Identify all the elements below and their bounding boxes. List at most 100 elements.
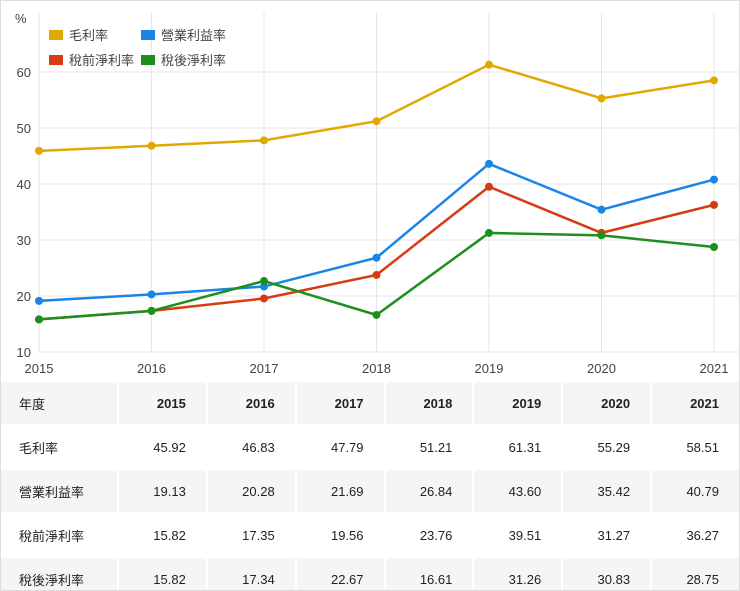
data-point [147, 290, 156, 299]
data-point [372, 253, 381, 262]
table-cell: 58.51 [650, 424, 739, 470]
data-point [597, 94, 606, 103]
row-label: 稅後淨利率 [1, 556, 119, 590]
data-point [710, 175, 718, 184]
table-cell: 46.83 [206, 424, 297, 470]
table-header-row: 年度 2015 2016 2017 2018 2019 2020 2021 [1, 380, 739, 426]
x-tick-label: 2020 [587, 361, 616, 376]
x-tick-label: 2021 [700, 361, 729, 376]
x-tick-label: 2019 [475, 361, 504, 376]
data-point [485, 159, 493, 168]
table-row: 稅後淨利率 15.82 17.34 22.67 16.61 31.26 30.83 28.75 [1, 556, 739, 590]
data-point [147, 306, 156, 315]
table-cell: 19.13 [117, 468, 208, 514]
data-point [35, 315, 43, 324]
legend: 毛利率 營業利益率稅前淨利率 稅後淨利率 [49, 25, 251, 69]
table-cell: 51.21 [384, 424, 475, 470]
table-cell: 23.76 [384, 512, 475, 558]
table-cell: 45.92 [117, 424, 208, 470]
data-point [710, 76, 718, 85]
table-cell: 28.75 [650, 556, 739, 590]
legend-label: 毛利率 [69, 28, 109, 43]
legend-item[interactable]: 稅前淨利率 [49, 50, 141, 69]
y-tick-label: 10 [17, 345, 31, 360]
table-cell: 47.79 [295, 424, 386, 470]
column-header: 2020 [561, 380, 653, 426]
legend-item[interactable]: 營業利益率 [141, 25, 251, 44]
data-point [372, 310, 381, 319]
row-label: 毛利率 [1, 424, 119, 470]
data-point [260, 282, 268, 291]
table-cell: 40.79 [650, 468, 739, 514]
table-cell: 35.42 [561, 468, 653, 514]
column-header: 年度 [1, 380, 119, 426]
data-point [485, 228, 493, 237]
table-cell: 61.31 [472, 424, 564, 470]
table-cell: 22.67 [295, 556, 386, 590]
column-header: 2021 [650, 380, 739, 426]
table-cell: 15.82 [117, 512, 208, 558]
column-header: 2016 [206, 380, 297, 426]
table-cell: 20.28 [206, 468, 297, 514]
x-tick-label: 2015 [25, 361, 54, 376]
legend-label: 稅後淨利率 [161, 53, 227, 68]
data-point [485, 182, 493, 191]
table-cell: 17.35 [206, 512, 297, 558]
table-cell: 16.61 [384, 556, 475, 590]
table-cell: 43.60 [472, 468, 564, 514]
legend-swatch [141, 54, 155, 65]
data-point [597, 231, 606, 240]
table-cell: 26.84 [384, 468, 475, 514]
data-table: 年度 2015 2016 2017 2018 2019 2020 2021 毛利率 45.92 46… [1, 380, 739, 590]
data-point [260, 277, 268, 286]
data-point [260, 294, 268, 303]
table-cell: 30.83 [561, 556, 653, 590]
data-point [485, 60, 493, 69]
data-point [35, 146, 43, 155]
legend-label: 營業利益率 [161, 28, 227, 43]
y-tick-label: 20 [17, 289, 31, 304]
x-tick-label: 2018 [362, 361, 391, 376]
column-header: 2015 [117, 380, 208, 426]
legend-item[interactable]: 稅後淨利率 [141, 50, 251, 69]
legend-swatch [141, 29, 155, 40]
table-cell: 55.29 [561, 424, 653, 470]
table-cell: 31.27 [561, 512, 653, 558]
table-cell: 15.82 [117, 556, 208, 590]
legend-swatch [49, 54, 63, 65]
table-cell: 36.27 [650, 512, 739, 558]
data-point [35, 296, 43, 305]
y-tick-label: 30 [17, 233, 31, 248]
table-row: 毛利率 45.92 46.83 47.79 51.21 61.31 55.29 58.51 [1, 424, 739, 470]
data-point [597, 205, 606, 214]
data-point [372, 117, 381, 126]
data-point [260, 136, 268, 145]
data-point [710, 243, 718, 251]
line-chart: 10 20 30 40 50 60% 2015 2016 2017 2018 2019 2020 202… [15, 11, 739, 376]
table-cell: 31.26 [472, 556, 564, 590]
data-point [147, 141, 156, 150]
column-header: 2017 [295, 380, 386, 426]
table-row: 營業利益率 19.13 20.28 21.69 26.84 43.60 35.42 40.79 [1, 468, 739, 514]
table-row: 稅前淨利率 15.82 17.35 19.56 23.76 39.51 31.27 36.27 [1, 512, 739, 558]
y-tick-label: 60 [17, 65, 31, 80]
y-axis-label: % [15, 11, 27, 26]
x-tick-label: 2016 [137, 361, 166, 376]
row-label: 稅前淨利率 [1, 512, 119, 558]
data-point [372, 270, 381, 279]
y-tick-label: 40 [17, 177, 31, 192]
legend-swatch [49, 29, 63, 40]
table-cell: 19.56 [295, 512, 386, 558]
table-cell: 21.69 [295, 468, 386, 514]
legend-label: 稅前淨利率 [69, 53, 135, 68]
x-tick-label: 2017 [250, 361, 279, 376]
legend-item[interactable]: 毛利率 [49, 25, 141, 44]
row-label: 營業利益率 [1, 468, 119, 514]
column-header: 2018 [384, 380, 475, 426]
table-cell: 39.51 [472, 512, 564, 558]
data-point [710, 200, 718, 209]
column-header: 2019 [472, 380, 564, 426]
table-cell: 17.34 [206, 556, 297, 590]
y-tick-label: 50 [17, 121, 31, 136]
